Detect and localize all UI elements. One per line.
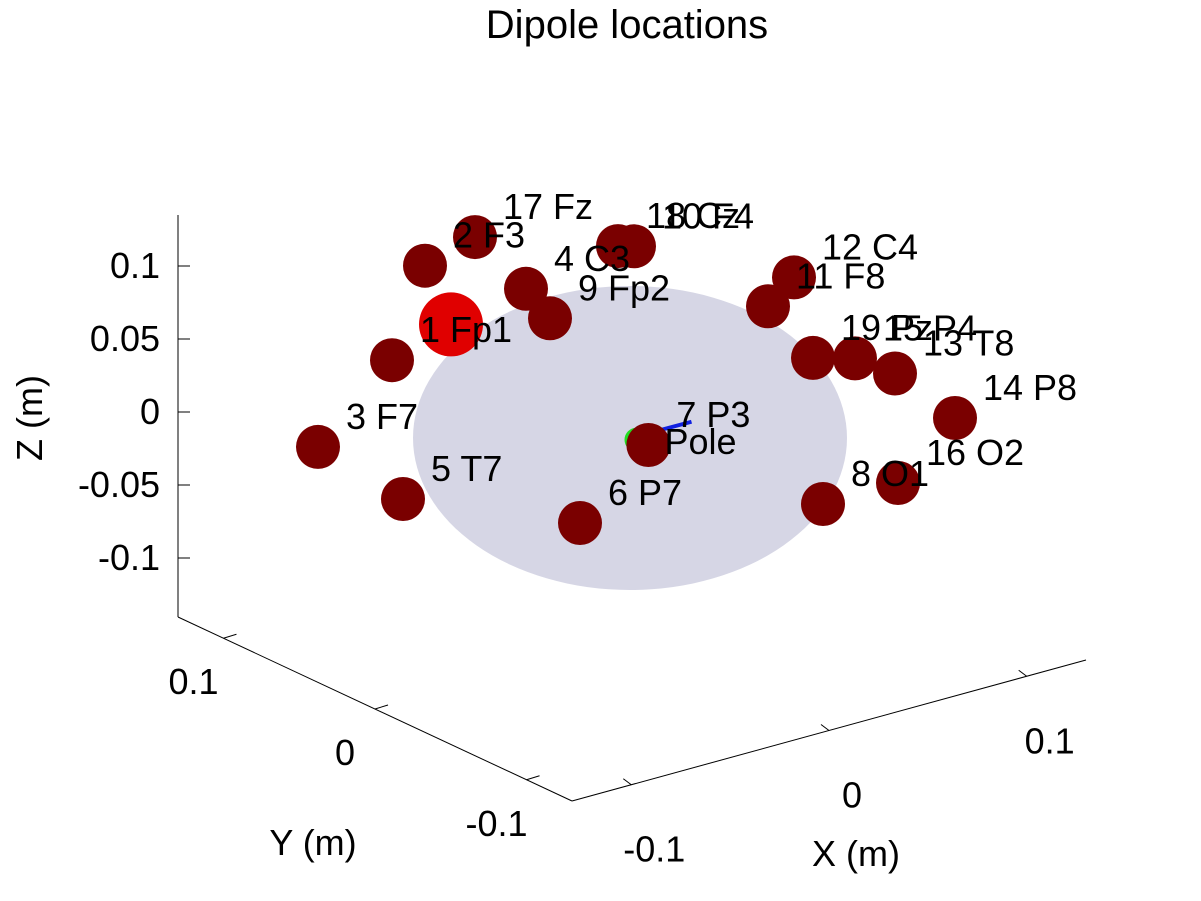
electrode-label: 1 Fp1 bbox=[420, 309, 512, 350]
electrode-label: 13 T8 bbox=[923, 323, 1014, 364]
electrode-label: 12 C4 bbox=[822, 226, 918, 267]
x-ticks: -0.1 0 0.1 bbox=[623, 669, 1075, 870]
electrode-label: 7 P3 bbox=[676, 394, 750, 435]
electrode-marker bbox=[791, 335, 835, 380]
electrode-marker bbox=[558, 501, 602, 545]
x-tick-mark bbox=[820, 724, 830, 731]
z-tick-label: -0.1 bbox=[98, 537, 160, 578]
y-axis-label: Y (m) bbox=[269, 822, 356, 863]
electrode-label: 2 F3 bbox=[453, 215, 525, 256]
z-ticks: -0.1 -0.05 0 0.05 0.1 bbox=[78, 245, 190, 578]
z-axis-label: Z (m) bbox=[9, 375, 50, 461]
electrode-marker bbox=[453, 215, 497, 260]
y-tick-label: -0.1 bbox=[466, 803, 528, 844]
x-tick-mark bbox=[623, 778, 632, 786]
electrode-label: 4 C3 bbox=[554, 238, 630, 279]
electrode-marker bbox=[626, 423, 671, 467]
y-tick-mark bbox=[374, 704, 389, 710]
pole-label: Pole bbox=[665, 421, 737, 462]
electrode-label: 8 O1 bbox=[851, 453, 929, 494]
electrode-label: 15 P4 bbox=[883, 307, 977, 348]
electrode-label: 10 F4 bbox=[662, 195, 754, 236]
dipole-marker bbox=[419, 292, 483, 357]
x-tick-label: 0 bbox=[842, 775, 862, 816]
y-ticks: -0.1 0 0.1 bbox=[168, 633, 540, 844]
y-tick-label: 0.1 bbox=[168, 661, 218, 702]
markers-layer bbox=[296, 215, 977, 545]
y-tick-label: 0 bbox=[335, 732, 355, 773]
marker-labels-layer: 2 F3 9 Fp2 17 Fz 1 Fp1 10 F4 4 C3 3 F7 11 F8 18 … bbox=[346, 186, 1077, 513]
electrode-marker bbox=[772, 255, 816, 300]
electrode-marker bbox=[933, 396, 977, 440]
chart-title: Dipole locations bbox=[486, 3, 768, 47]
electrode-marker bbox=[528, 296, 572, 341]
y-tick-mark bbox=[526, 775, 540, 781]
electrode-label: 14 P8 bbox=[983, 367, 1077, 408]
electrode-label: 19 Pz bbox=[841, 307, 933, 348]
electrode-marker bbox=[833, 336, 877, 381]
y-tick-mark bbox=[223, 633, 237, 639]
x-tick-mark bbox=[1018, 669, 1027, 677]
z-tick-label: -0.05 bbox=[78, 464, 160, 505]
electrode-marker bbox=[873, 351, 917, 396]
electrode-marker bbox=[876, 461, 920, 505]
electrode-marker bbox=[381, 477, 425, 521]
electrode-marker bbox=[746, 284, 790, 329]
electrode-label: 6 P7 bbox=[608, 472, 682, 513]
z-tick-label: 0 bbox=[140, 391, 160, 432]
electrode-label: 16 O2 bbox=[926, 432, 1024, 473]
electrode-label: 3 F7 bbox=[346, 396, 418, 437]
electrode-label: 17 Fz bbox=[503, 186, 593, 227]
electrode-marker bbox=[596, 224, 640, 269]
z-tick-label: 0.1 bbox=[110, 245, 160, 286]
electrode-label: 5 T7 bbox=[431, 448, 502, 489]
electrode-marker bbox=[504, 266, 548, 311]
electrode-marker bbox=[296, 424, 340, 469]
x-tick-label: -0.1 bbox=[623, 829, 685, 870]
electrode-marker bbox=[403, 243, 447, 288]
electrode-label: 18 Cz bbox=[646, 195, 740, 236]
electrode-marker bbox=[370, 338, 414, 383]
electrode-marker bbox=[801, 482, 845, 526]
electrode-label: 9 Fp2 bbox=[578, 267, 670, 308]
z-tick-label: 0.05 bbox=[90, 318, 160, 359]
x-axis-label: X (m) bbox=[812, 833, 900, 874]
electrode-label: 11 F8 bbox=[796, 255, 885, 296]
x-tick-label: 0.1 bbox=[1025, 720, 1075, 761]
